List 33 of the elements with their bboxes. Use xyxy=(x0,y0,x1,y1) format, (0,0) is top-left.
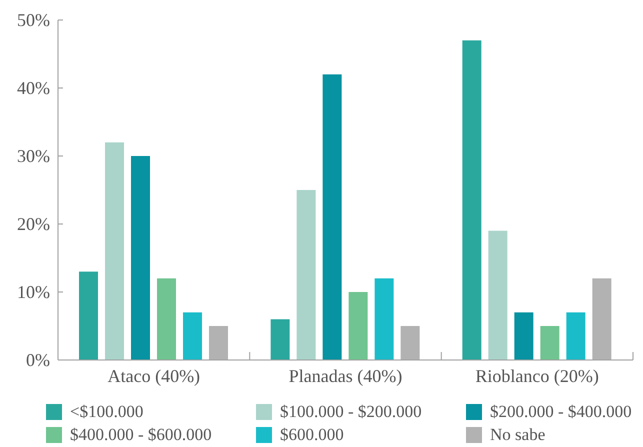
bar xyxy=(105,142,124,360)
x-tick-label: Planadas (40%) xyxy=(288,366,402,386)
x-tick-label: Ataco (40%) xyxy=(108,366,200,386)
bar xyxy=(209,326,228,360)
legend-label: $100.000 - $200.000 xyxy=(280,402,422,422)
bar xyxy=(400,326,420,360)
bar xyxy=(374,278,394,360)
bar xyxy=(157,278,176,360)
y-tick-label: 0% xyxy=(26,350,50,370)
bar xyxy=(348,292,368,360)
legend-label: $600.000 xyxy=(280,425,344,445)
y-tick-label: 40% xyxy=(17,78,50,98)
legend-label: <$100.000 xyxy=(70,402,144,422)
y-tick-label: 10% xyxy=(17,282,50,302)
bar xyxy=(566,312,586,360)
bar xyxy=(540,326,560,360)
x-tick-label: Rioblanco (20%) xyxy=(475,366,599,386)
bar xyxy=(183,312,202,360)
legend-label: $200.000 - $400.000 xyxy=(490,402,632,422)
bar xyxy=(488,230,508,360)
legend-label: No sabe xyxy=(490,425,546,445)
bar xyxy=(514,312,534,360)
bar xyxy=(322,74,342,360)
y-tick-label: 20% xyxy=(17,214,50,234)
bar xyxy=(296,190,316,360)
y-tick-label: 50% xyxy=(17,10,50,30)
bar xyxy=(270,319,290,360)
bar xyxy=(462,40,482,360)
y-tick-label: 30% xyxy=(17,146,50,166)
bar xyxy=(592,278,612,360)
bar xyxy=(79,272,98,360)
legend-label: $400.000 - $600.000 xyxy=(70,425,212,445)
bar xyxy=(131,156,150,360)
